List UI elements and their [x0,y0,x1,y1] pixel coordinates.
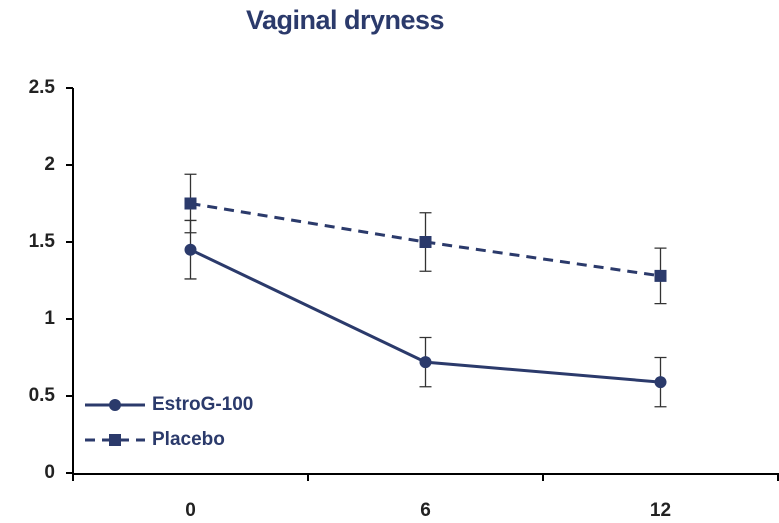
data-point [184,243,197,256]
x-tick-label: 6 [420,500,431,521]
y-tick-label: 1.5 [29,231,56,252]
y-tick-label: 1 [44,308,55,329]
data-point [184,197,197,210]
y-tick-label: 2 [44,154,55,175]
legend-label: Placebo [152,429,225,450]
data-point [654,269,667,282]
legend-marker [109,399,121,411]
x-tick-label: 12 [650,500,671,521]
data-point [419,236,432,248]
y-tick-label: 2.5 [29,77,56,98]
y-tick-label: 0.5 [29,385,56,406]
y-tick-label: 0 [44,462,55,483]
chart-title: Vaginal dryness [246,5,444,35]
data-point [654,376,667,389]
legend-marker [109,434,121,446]
data-point [419,356,432,369]
x-tick-label: 0 [185,500,196,521]
legend-label: EstroG-100 [152,394,253,415]
